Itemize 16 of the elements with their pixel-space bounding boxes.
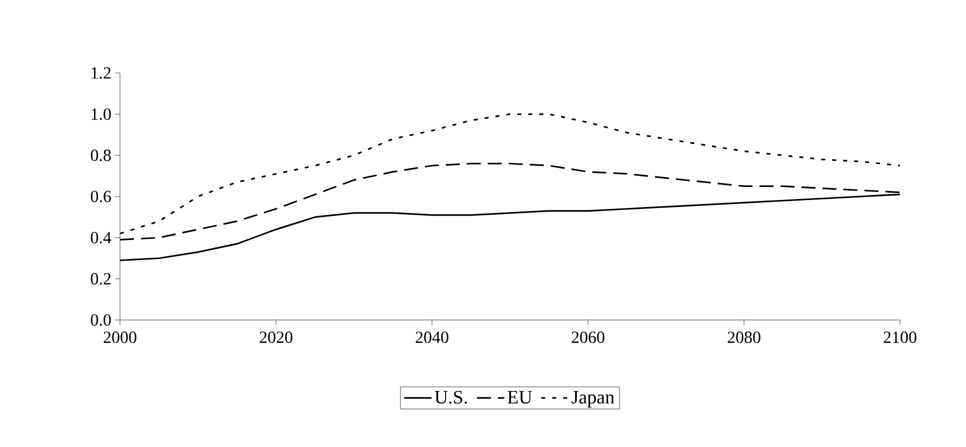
y-tick-label: 0.4 (90, 232, 112, 244)
x-tick-label: 2100 (884, 332, 916, 344)
y-tick-label: 0.6 (90, 190, 111, 202)
y-tick-label: 1.0 (92, 108, 111, 120)
x-tick-label: 2080 (728, 332, 760, 344)
x-tick-label: 2040 (416, 332, 448, 344)
y-tick-label: 0.8 (90, 150, 111, 162)
y-tick-label: 1.2 (92, 67, 111, 79)
y-tick-label: 0.2 (90, 273, 111, 285)
legend-label: Japan (572, 390, 614, 408)
legend-label: U.S. (434, 390, 467, 404)
y-tick-label: 0.0 (90, 314, 111, 326)
x-tick-label: 2020 (260, 332, 292, 344)
x-tick-label: 2060 (572, 332, 604, 344)
x-tick-label: 2000 (104, 332, 136, 344)
legend-label: EU (508, 390, 532, 404)
